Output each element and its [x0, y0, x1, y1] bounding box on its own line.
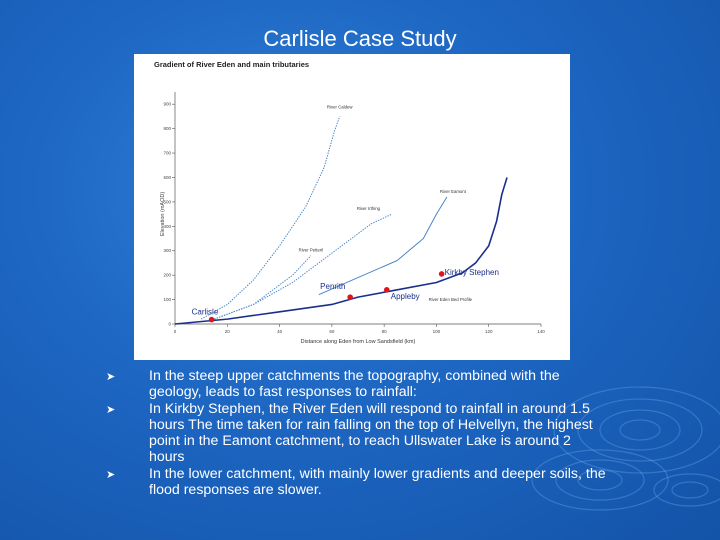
- series-line-5: [174, 177, 508, 325]
- x-tick-label: 100: [433, 329, 441, 334]
- town-point-1: [208, 316, 215, 323]
- slide-title: Carlisle Case Study: [263, 26, 457, 51]
- series-line-4: [318, 196, 448, 296]
- x-tick-label: 80: [382, 329, 388, 334]
- x-tick-label: 0: [174, 329, 177, 334]
- x-tick-label: 20: [225, 329, 231, 334]
- series-line-3: [214, 255, 312, 320]
- y-tick-label: 400: [163, 224, 171, 229]
- x-tick-label: 120: [485, 329, 493, 334]
- bullet-text-3: In the lower catchment, with mainly lowe…: [149, 465, 606, 499]
- town-points: Carlisle Penrith Appleby Kirkby Stephen: [192, 268, 499, 323]
- bullet-item-3: ➤ In the lower catchment, with mainly lo…: [106, 466, 606, 499]
- chart-title: Gradient of River Eden and main tributar…: [154, 60, 309, 69]
- series-label-5: River Eden Bed Profile: [429, 297, 473, 302]
- y-tick-label: 900: [163, 102, 171, 107]
- x-tick-label: 140: [537, 329, 545, 334]
- x-tick-label: 60: [329, 329, 335, 334]
- bullet-item-2: ➤ In Kirkby Stephen, the River Eden will…: [106, 401, 606, 466]
- series-label-2: River Irthing: [357, 206, 381, 211]
- x-axis-label: Distance along Eden from Low Sandsfield …: [301, 339, 416, 345]
- series-label-4: River Eamont: [440, 189, 467, 194]
- series-line-1: [200, 116, 341, 320]
- y-tick-label: 200: [163, 273, 171, 278]
- series-label-1: River Caldew: [327, 104, 353, 109]
- bullet-item-1: ➤ In the steep upper catchments the topo…: [106, 368, 606, 401]
- town-point-2: [347, 294, 353, 300]
- y-tick-label: 100: [163, 297, 171, 302]
- series-label-3: River Petteril: [299, 248, 324, 253]
- town-point-4: [438, 271, 445, 277]
- gradient-chart: Gradient of River Eden and main tributar…: [134, 54, 570, 360]
- town-label-3: Appleby: [391, 292, 420, 301]
- chart-axes: 0 20 40 60 80 100 120 140 0 100 200 300 400 500 600 700…: [163, 92, 545, 334]
- y-tick-label: 500: [163, 199, 171, 204]
- bullet-list: ➤ In the steep upper catchments the topo…: [106, 368, 606, 498]
- y-tick-label: 300: [163, 248, 171, 253]
- town-label-1: Carlisle: [192, 308, 219, 317]
- x-tick-label: 40: [277, 329, 283, 334]
- y-axis-label: Elevation (mAOD): [160, 192, 166, 236]
- town-label-2: Penrith: [320, 282, 345, 291]
- town-point-3: [383, 287, 390, 293]
- chart-svg: Gradient of River Eden and main tributar…: [154, 60, 545, 345]
- bullet-text-2: In Kirkby Stephen, the River Eden will r…: [149, 400, 593, 466]
- arrow-bullet-icon: ➤: [106, 468, 116, 481]
- arrow-bullet-icon: ➤: [106, 403, 116, 416]
- y-tick-label: 800: [163, 126, 171, 131]
- y-tick-label: 700: [163, 151, 171, 156]
- town-label-4: Kirkby Stephen: [445, 268, 499, 277]
- y-tick-label: 600: [163, 175, 171, 180]
- series-layer: [174, 116, 508, 325]
- arrow-bullet-icon: ➤: [106, 371, 116, 383]
- bullet-text-1: In the steep upper catchments the topogr…: [149, 368, 560, 401]
- y-tick-label: 0: [168, 322, 171, 327]
- series-line-2: [214, 213, 393, 320]
- series-labels: River Caldew River Irthing River Petteril R…: [299, 104, 473, 301]
